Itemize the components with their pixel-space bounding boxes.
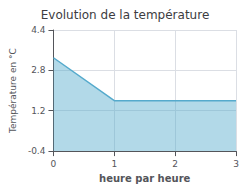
svg-text:0: 0 (51, 159, 57, 169)
svg-text:Evolution de la température: Evolution de la température (41, 8, 210, 22)
svg-text:heure par heure: heure par heure (99, 173, 190, 184)
svg-text:4.4: 4.4 (31, 25, 46, 35)
svg-text:2: 2 (172, 159, 178, 169)
svg-text:-0.4: -0.4 (28, 146, 46, 156)
svg-text:Température en °C: Température en °C (8, 48, 18, 134)
svg-text:3: 3 (233, 159, 239, 169)
svg-text:1.2: 1.2 (31, 106, 45, 116)
svg-text:2.8: 2.8 (31, 65, 46, 75)
svg-text:1: 1 (111, 159, 117, 169)
